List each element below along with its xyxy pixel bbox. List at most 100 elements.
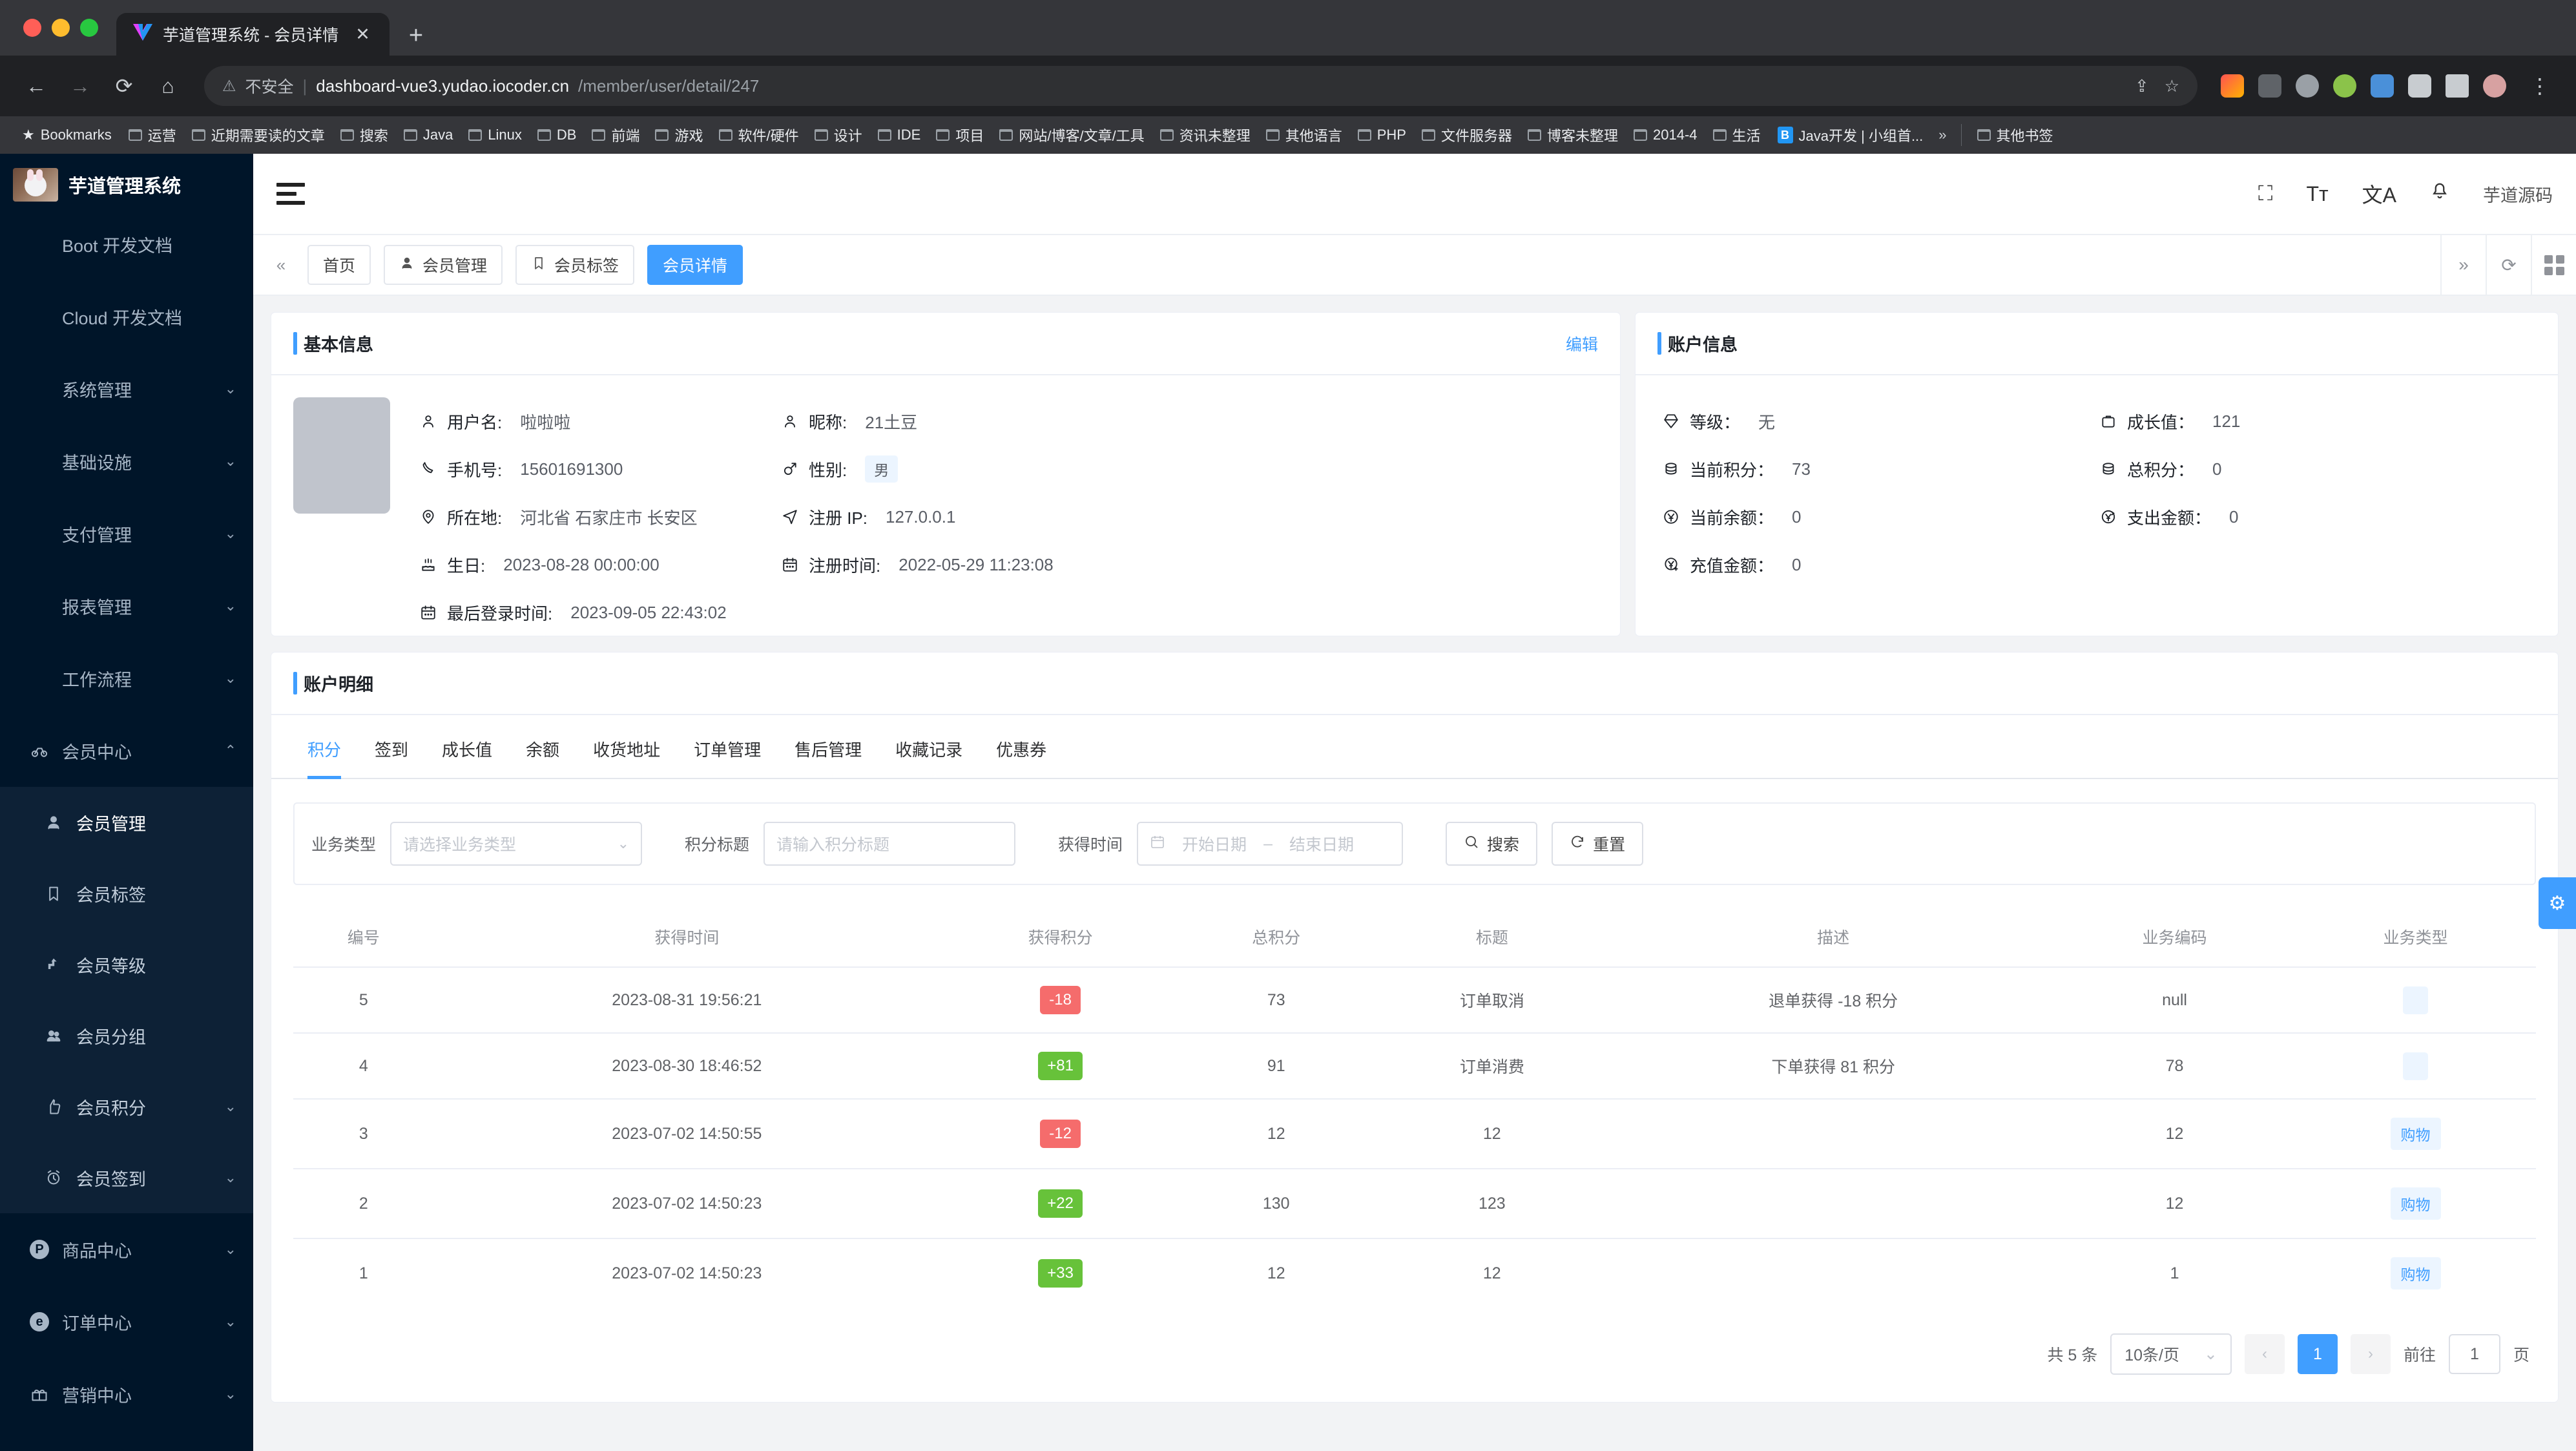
search-button[interactable]: 搜索 — [1446, 822, 1538, 866]
sidebar-item-会员签到[interactable]: 会员签到 ⌄ — [0, 1142, 253, 1213]
bookmark-item[interactable]: 网站/博客/文章/工具 — [992, 121, 1152, 149]
reset-button[interactable]: 重置 — [1552, 822, 1644, 866]
bookmark-item[interactable]: PHP — [1350, 123, 1414, 147]
grid-icon[interactable] — [2531, 234, 2576, 296]
detail-tab-订单管理[interactable]: 订单管理 — [694, 740, 762, 760]
sidebar-item-会员标签[interactable]: 会员标签 — [0, 858, 253, 929]
bookmark-item[interactable]: 近期需要读的文章 — [184, 121, 333, 149]
sidebar-item-会员中心[interactable]: 会员中心 ⌃ — [0, 715, 253, 787]
extension-icon-3[interactable] — [2296, 74, 2319, 98]
sidebar-item-公众号管理[interactable]: 公众号管理⌄ — [0, 1430, 253, 1451]
bookmark-manager-item[interactable]: ★ Bookmarks — [14, 123, 119, 147]
tab-close-icon[interactable]: ✕ — [355, 24, 370, 44]
detail-tab-优惠券[interactable]: 优惠券 — [996, 740, 1047, 760]
bookmark-item[interactable]: 资讯未整理 — [1152, 121, 1258, 149]
sidebar-item-订单中心[interactable]: e 订单中心 ⌄ — [0, 1286, 253, 1358]
extension-icon-2[interactable] — [2258, 74, 2281, 98]
bookmark-item-java-dev[interactable]: B Java开发 | 小组首... — [1770, 121, 1931, 149]
sidebar-item-会员分组[interactable]: 会员分组 — [0, 1000, 253, 1071]
next-page-button[interactable]: › — [2350, 1334, 2391, 1374]
new-tab-button[interactable]: + — [408, 22, 424, 49]
bookmark-item[interactable]: 项目 — [928, 121, 992, 149]
goto-page-input[interactable]: 1 — [2448, 1334, 2500, 1374]
bookmark-item[interactable]: Linux — [461, 123, 530, 147]
page-number-1[interactable]: 1 — [2297, 1334, 2338, 1374]
sidebar-item-报表管理[interactable]: 报表管理 ⌄ — [0, 570, 253, 642]
translate-icon[interactable]: 文A — [2362, 183, 2396, 207]
other-bookmarks-item[interactable]: 其他书签 — [1969, 121, 2061, 149]
extension-icon-5[interactable] — [2371, 74, 2394, 98]
table-row[interactable]: 3 2023-07-02 14:50:55 -12 12 12 12 购物 — [293, 1099, 2536, 1169]
extension-icon-7[interactable] — [2446, 74, 2469, 98]
reload-icon[interactable]: ⟳ — [115, 74, 133, 98]
bookmark-star-icon[interactable]: ☆ — [2164, 76, 2179, 96]
font-size-icon[interactable]: Tт — [2306, 182, 2329, 205]
table-row[interactable]: 5 2023-08-31 19:56:21 -18 73 订单取消 退单获得 -18 积分… — [293, 967, 2536, 1034]
settings-drawer-button[interactable]: ⚙ — [2539, 877, 2576, 929]
close-window-button[interactable] — [23, 19, 41, 37]
edit-button[interactable]: 编辑 — [1565, 335, 1598, 354]
page-size-select[interactable]: 10条/页 ⌄ — [2110, 1333, 2232, 1375]
bookmark-item[interactable]: 文件服务器 — [1414, 121, 1520, 149]
browser-tab[interactable]: 芋道管理系统 - 会员详情 ✕ — [116, 13, 390, 56]
extension-icon-1[interactable] — [2221, 74, 2244, 98]
detail-tab-签到[interactable]: 签到 — [375, 740, 409, 760]
prev-page-button[interactable]: ‹ — [2244, 1334, 2285, 1374]
minimize-window-button[interactable] — [52, 19, 70, 37]
forward-icon[interactable]: → — [70, 74, 90, 98]
tabs-scroll-left-icon[interactable]: « — [276, 255, 286, 275]
view-tab-会员管理[interactable]: 会员管理 — [384, 245, 503, 285]
sidebar-item-Boot-开发文档[interactable]: Boot 开发文档 — [0, 208, 253, 280]
sidebar-item-营销中心[interactable]: 营销中心 ⌄ — [0, 1358, 253, 1430]
refresh-page-icon[interactable]: ⟳ — [2486, 234, 2531, 296]
back-icon[interactable]: ← — [26, 74, 47, 98]
sidebar-item-工作流程[interactable]: 工作流程 ⌄ — [0, 642, 253, 715]
sidebar-item-会员积分[interactable]: 会员积分 ⌄ — [0, 1071, 253, 1142]
bookmark-item[interactable]: IDE — [870, 123, 929, 147]
extension-icon-6[interactable] — [2408, 74, 2431, 98]
bookmark-item[interactable]: 2014-4 — [1626, 123, 1705, 147]
bookmark-item[interactable]: 其他语言 — [1258, 121, 1350, 149]
detail-tab-收货地址[interactable]: 收货地址 — [593, 740, 661, 760]
tabs-more-icon[interactable]: » — [2440, 234, 2486, 296]
bookmark-item[interactable]: 游戏 — [647, 121, 711, 149]
bookmark-item[interactable]: Java — [396, 123, 461, 147]
view-tab-会员标签[interactable]: 会员标签 — [515, 245, 635, 285]
maximize-window-button[interactable] — [80, 19, 98, 37]
bookmark-item[interactable]: 设计 — [807, 121, 870, 149]
bookmark-item[interactable]: 搜索 — [333, 121, 396, 149]
window-controls[interactable] — [18, 0, 116, 56]
browser-menu-icon[interactable]: ⋮ — [2529, 74, 2550, 98]
bookmark-item[interactable]: DB — [530, 123, 585, 147]
profile-avatar[interactable] — [2483, 74, 2506, 98]
brand[interactable]: 芋道管理系统 — [0, 154, 253, 208]
bookmark-item[interactable]: 运营 — [121, 121, 184, 149]
share-icon[interactable]: ⇪ — [2134, 76, 2149, 96]
table-row[interactable]: 1 2023-07-02 14:50:23 +33 12 12 1 购物 — [293, 1238, 2536, 1308]
sidebar-toggle-icon[interactable] — [276, 183, 305, 205]
detail-tab-售后管理[interactable]: 售后管理 — [795, 740, 862, 760]
user-name-label[interactable]: 芋道源码 — [2483, 185, 2553, 205]
table-row[interactable]: 2 2023-07-02 14:50:23 +22 130 123 12 购物 — [293, 1169, 2536, 1239]
sidebar-item-商品中心[interactable]: P 商品中心 ⌄ — [0, 1213, 253, 1286]
detail-tab-成长值[interactable]: 成长值 — [442, 740, 493, 760]
extension-icon-4[interactable] — [2333, 74, 2356, 98]
points-title-input[interactable]: 请输入积分标题 — [763, 822, 1016, 866]
detail-tab-积分[interactable]: 积分 — [291, 715, 358, 779]
bookmark-item[interactable]: 前端 — [584, 121, 647, 149]
bookmark-item[interactable]: 博客未整理 — [1520, 121, 1626, 149]
view-tab-会员详情[interactable]: 会员详情 — [647, 245, 743, 285]
bookmarks-overflow-icon[interactable]: » — [1938, 127, 1947, 143]
sidebar-item-会员管理[interactable]: 会员管理 — [0, 787, 253, 858]
bookmark-item[interactable]: 软件/硬件 — [711, 121, 807, 149]
detail-tab-收藏记录[interactable]: 收藏记录 — [895, 740, 963, 760]
fullscreen-icon[interactable]: ⛶ — [2258, 182, 2273, 205]
date-range-picker[interactable]: 开始日期 – 结束日期 — [1137, 822, 1404, 866]
bookmark-item[interactable]: 生活 — [1705, 121, 1769, 149]
biztype-select[interactable]: 请选择业务类型 ⌄ — [390, 822, 643, 866]
sidebar-item-Cloud-开发文档[interactable]: Cloud 开发文档 — [0, 280, 253, 353]
sidebar-item-会员等级[interactable]: 会员等级 — [0, 929, 253, 1000]
home-icon[interactable]: ⌂ — [161, 74, 174, 98]
view-tab-首页[interactable]: 首页 — [307, 245, 371, 285]
url-bar[interactable]: ⚠ 不安全 | dashboard-vue3.yudao.iocoder.cn /… — [204, 66, 2197, 106]
